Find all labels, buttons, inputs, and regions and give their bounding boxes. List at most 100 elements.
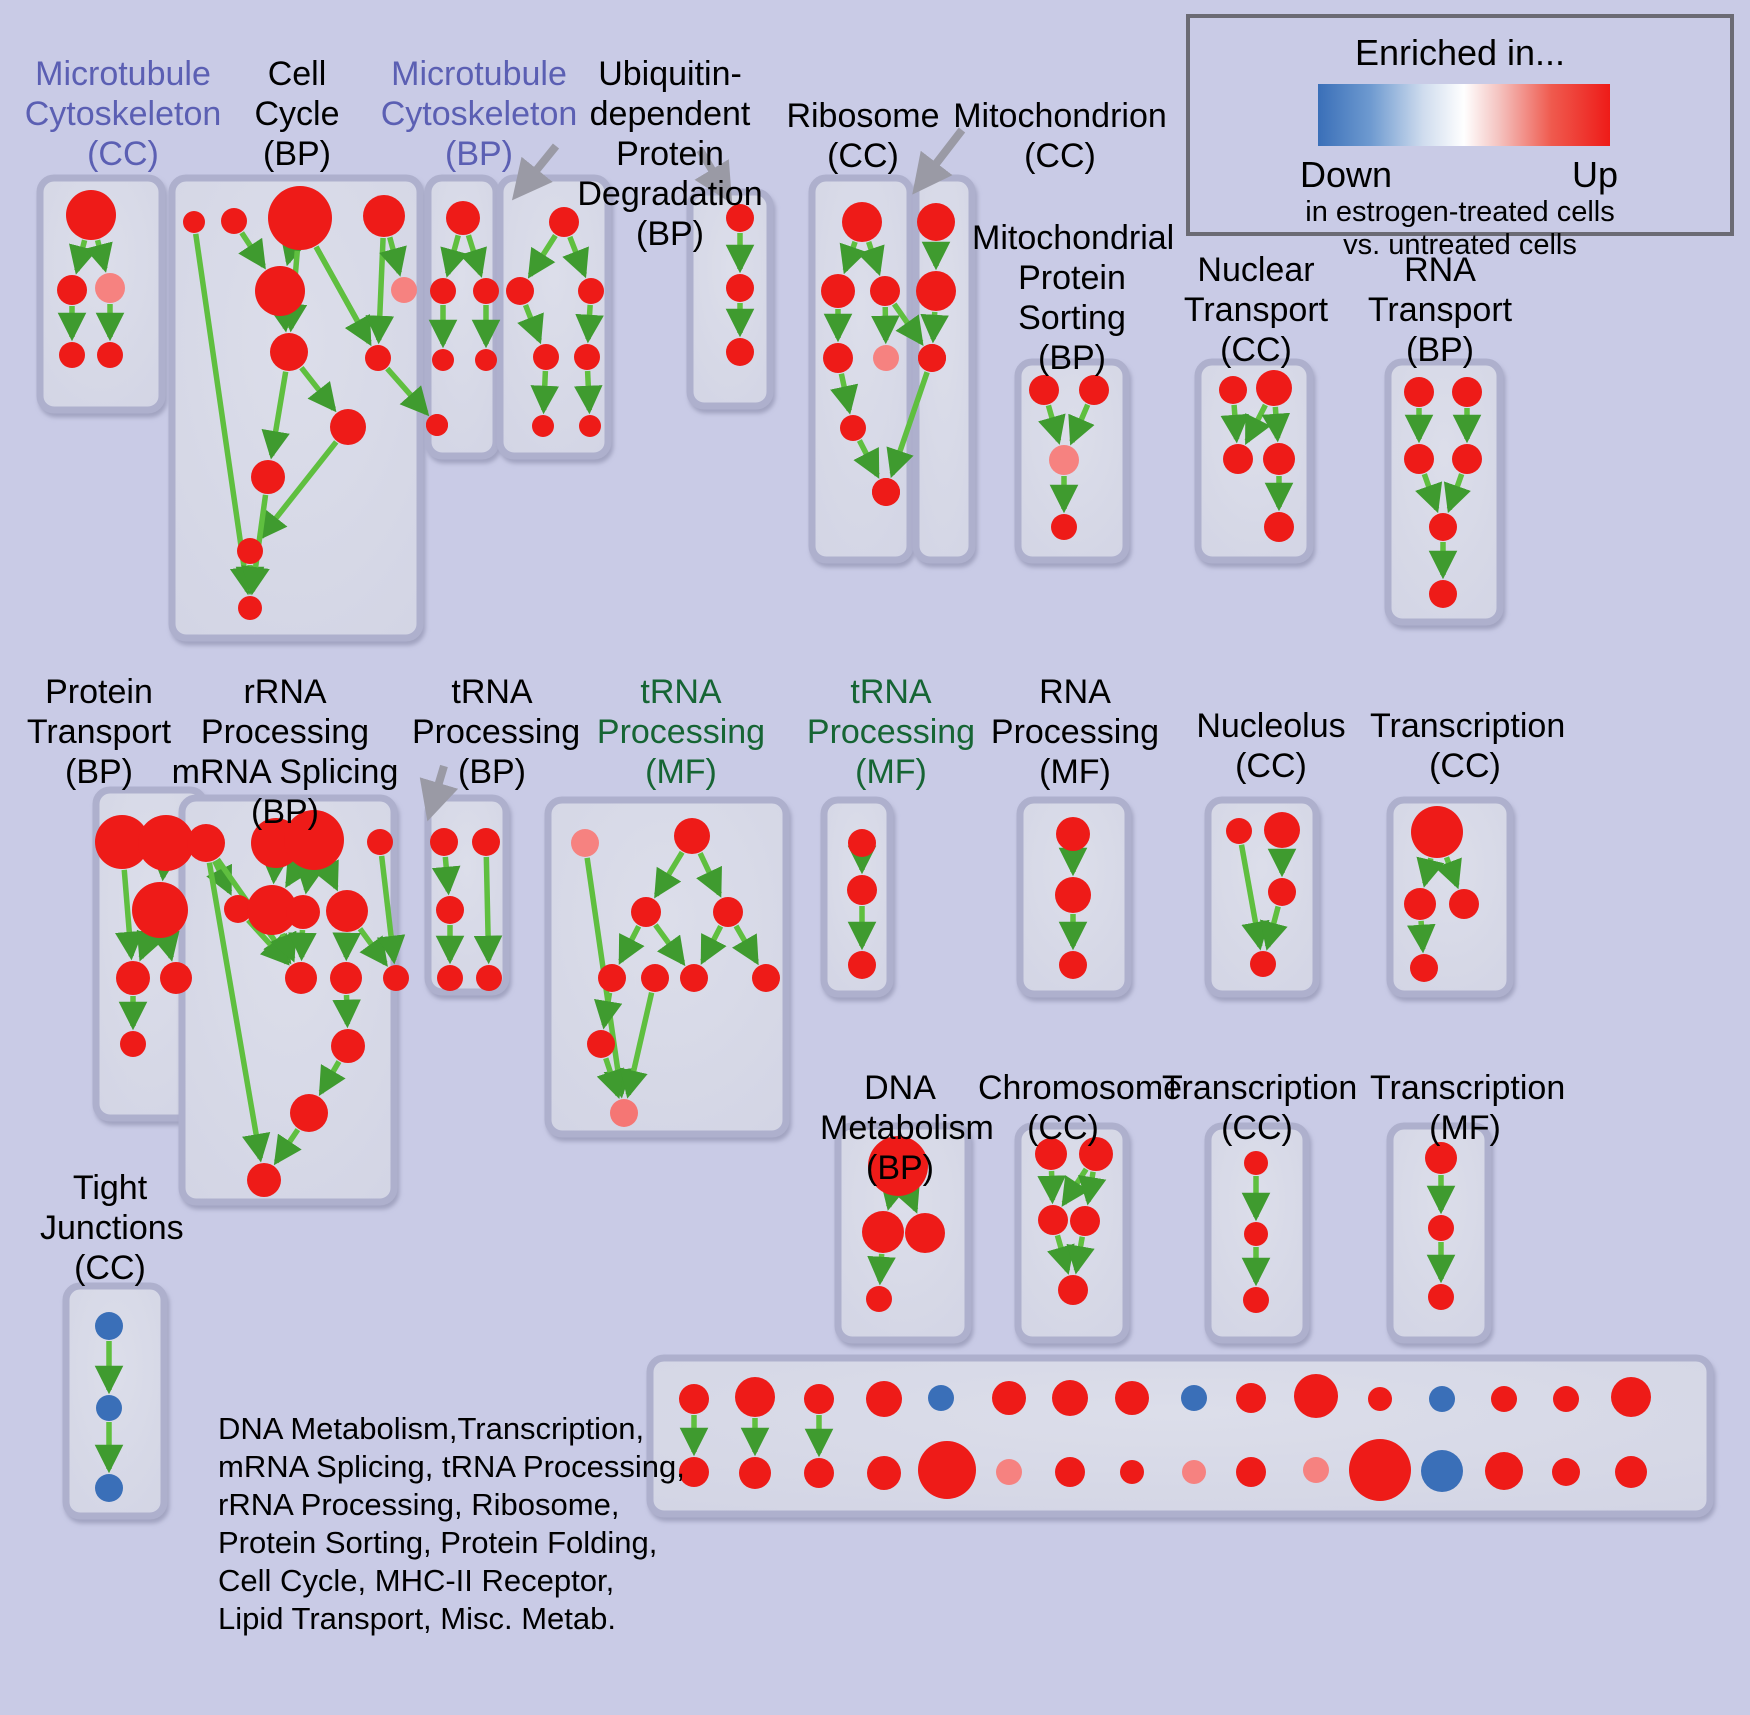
network-node[interactable]	[1115, 1381, 1149, 1415]
network-node[interactable]	[224, 895, 252, 923]
network-node[interactable]	[1056, 817, 1090, 851]
network-node[interactable]	[713, 897, 743, 927]
network-node[interactable]	[804, 1384, 834, 1414]
network-node[interactable]	[1368, 1387, 1392, 1411]
network-node[interactable]	[1120, 1460, 1144, 1484]
network-node[interactable]	[578, 278, 604, 304]
network-node[interactable]	[1035, 1138, 1067, 1170]
network-node[interactable]	[821, 274, 855, 308]
network-node[interactable]	[804, 1458, 834, 1488]
network-node[interactable]	[1070, 1206, 1100, 1236]
network-node[interactable]	[1181, 1385, 1207, 1411]
network-node[interactable]	[1449, 889, 1479, 919]
network-node[interactable]	[436, 896, 464, 924]
network-node[interactable]	[848, 829, 876, 857]
network-node[interactable]	[1611, 1377, 1651, 1417]
network-node[interactable]	[1491, 1386, 1517, 1412]
network-node[interactable]	[1429, 513, 1457, 541]
network-node[interactable]	[1552, 1458, 1580, 1486]
network-node[interactable]	[579, 415, 601, 437]
network-node[interactable]	[326, 890, 368, 932]
network-node[interactable]	[237, 538, 263, 564]
network-node[interactable]	[1294, 1374, 1338, 1418]
network-node[interactable]	[873, 345, 899, 371]
network-node[interactable]	[1051, 514, 1077, 540]
network-node[interactable]	[866, 1381, 902, 1417]
network-node[interactable]	[1421, 1450, 1463, 1492]
network-node[interactable]	[285, 962, 317, 994]
network-node[interactable]	[533, 344, 559, 370]
network-node[interactable]	[1404, 377, 1434, 407]
network-node[interactable]	[1052, 1380, 1088, 1416]
network-node[interactable]	[221, 208, 247, 234]
network-node[interactable]	[268, 186, 332, 250]
network-node[interactable]	[391, 277, 417, 303]
network-node[interactable]	[726, 274, 754, 302]
network-node[interactable]	[1268, 878, 1296, 906]
network-node[interactable]	[1256, 370, 1292, 406]
network-node[interactable]	[1452, 444, 1482, 474]
network-node[interactable]	[59, 342, 85, 368]
network-node[interactable]	[680, 964, 708, 992]
network-node[interactable]	[96, 1395, 122, 1421]
network-node[interactable]	[587, 1030, 615, 1058]
network-node[interactable]	[842, 202, 882, 242]
network-node[interactable]	[1553, 1386, 1579, 1412]
network-node[interactable]	[1244, 1222, 1268, 1246]
network-node[interactable]	[1250, 951, 1276, 977]
network-node[interactable]	[430, 278, 456, 304]
network-node[interactable]	[1411, 806, 1463, 858]
network-node[interactable]	[739, 1457, 771, 1489]
network-node[interactable]	[1055, 877, 1091, 913]
network-node[interactable]	[532, 415, 554, 437]
network-node[interactable]	[992, 1381, 1026, 1415]
network-node[interactable]	[679, 1457, 709, 1487]
network-node[interactable]	[473, 278, 499, 304]
network-node[interactable]	[1264, 812, 1300, 848]
network-node[interactable]	[840, 415, 866, 441]
network-node[interactable]	[476, 965, 502, 991]
network-node[interactable]	[1410, 954, 1438, 982]
network-node[interactable]	[868, 1136, 928, 1196]
network-node[interactable]	[1058, 1275, 1088, 1305]
network-node[interactable]	[1029, 375, 1059, 405]
network-node[interactable]	[437, 965, 463, 991]
network-node[interactable]	[1428, 1284, 1454, 1310]
network-node[interactable]	[1079, 375, 1109, 405]
network-node[interactable]	[823, 343, 853, 373]
network-node[interactable]	[365, 345, 391, 371]
network-node[interactable]	[95, 815, 149, 869]
network-node[interactable]	[610, 1099, 638, 1127]
network-node[interactable]	[95, 273, 125, 303]
network-node[interactable]	[726, 204, 754, 232]
network-node[interactable]	[905, 1213, 945, 1253]
network-node[interactable]	[847, 875, 877, 905]
network-node[interactable]	[255, 266, 305, 316]
network-node[interactable]	[1219, 376, 1247, 404]
network-node[interactable]	[1049, 445, 1079, 475]
network-node[interactable]	[97, 342, 123, 368]
network-node[interactable]	[330, 409, 366, 445]
network-node[interactable]	[475, 349, 497, 371]
network-node[interactable]	[916, 271, 956, 311]
network-node[interactable]	[1404, 444, 1434, 474]
network-node[interactable]	[270, 333, 308, 371]
network-node[interactable]	[1226, 818, 1252, 844]
network-node[interactable]	[1263, 443, 1295, 475]
network-node[interactable]	[66, 190, 116, 240]
network-node[interactable]	[383, 965, 409, 991]
network-node[interactable]	[132, 882, 188, 938]
network-node[interactable]	[116, 961, 150, 995]
network-node[interactable]	[95, 1474, 123, 1502]
network-node[interactable]	[549, 207, 579, 237]
network-node[interactable]	[1059, 951, 1087, 979]
network-node[interactable]	[1429, 1386, 1455, 1412]
network-node[interactable]	[1079, 1137, 1113, 1171]
network-node[interactable]	[251, 460, 285, 494]
network-node[interactable]	[284, 810, 344, 870]
network-node[interactable]	[57, 275, 87, 305]
network-node[interactable]	[1243, 1287, 1269, 1313]
network-node[interactable]	[918, 1441, 976, 1499]
network-node[interactable]	[506, 277, 534, 305]
network-node[interactable]	[120, 1031, 146, 1057]
